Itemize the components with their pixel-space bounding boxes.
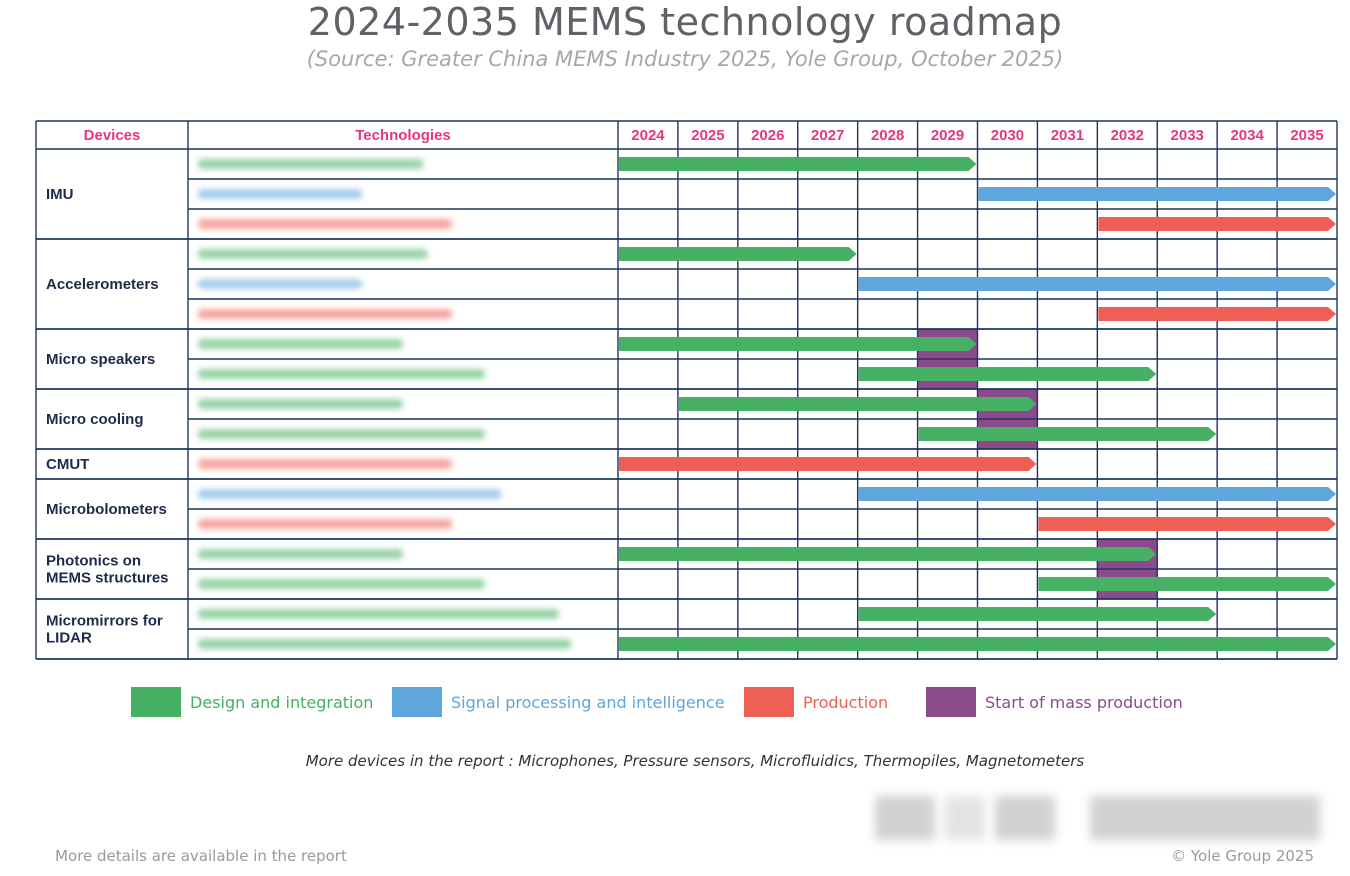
device-label: Micro cooling	[46, 411, 144, 428]
year-header-2033: 2033	[1171, 127, 1204, 144]
legend-swatch-signal	[392, 687, 442, 717]
legend-label-production: Production	[803, 692, 889, 712]
legend-item-signal: Signal processing and intelligence	[392, 686, 725, 718]
year-header-2024: 2024	[631, 127, 665, 144]
device-label: Micro speakers	[46, 351, 155, 368]
technology-text-blurred	[198, 249, 428, 259]
technology-text-blurred	[198, 519, 453, 529]
device-label: Micromirrors for	[46, 613, 163, 630]
legend-item-design: Design and integration	[131, 686, 373, 718]
year-header-2030: 2030	[991, 127, 1024, 144]
year-header-2032: 2032	[1111, 127, 1144, 144]
technology-text-blurred	[198, 579, 485, 589]
technology-text-blurred	[198, 219, 453, 229]
roadmap-bar-design	[678, 397, 1037, 411]
technology-text-blurred	[198, 639, 572, 649]
roadmap-bar-signal	[978, 187, 1336, 201]
roadmap-bar-production	[1038, 517, 1336, 531]
page-subtitle: (Source: Greater China MEMS Industry 202…	[306, 47, 1064, 71]
technology-text-blurred	[198, 159, 424, 169]
technology-text-blurred	[198, 339, 403, 349]
year-header-2025: 2025	[691, 127, 724, 144]
technology-text-blurred	[198, 459, 453, 469]
device-label: IMU	[46, 186, 74, 203]
roadmap-bar-production	[1098, 217, 1336, 231]
technology-text-blurred	[198, 189, 362, 199]
legend-swatch-design	[131, 687, 181, 717]
technology-text-blurred	[198, 429, 485, 439]
roadmap-bar-design	[918, 427, 1217, 441]
device-label: CMUT	[46, 456, 89, 473]
legend: Design and integration Signal processing…	[0, 686, 1350, 718]
device-label: Microbolometers	[46, 501, 167, 518]
report-note: More devices in the report : Microphones…	[305, 752, 1085, 770]
roadmap-chart: Devices Technologies 2024 2025 2026 2027 2028 2…	[35, 120, 1338, 660]
roadmap-bar-design	[858, 367, 1157, 381]
roadmap-bar-design	[619, 547, 1157, 561]
technology-text-blurred	[198, 549, 403, 559]
roadmap-bar-design	[619, 637, 1336, 651]
technology-text-blurred	[198, 489, 502, 499]
roadmap-bar-design	[619, 337, 977, 351]
technology-text-blurred	[198, 399, 403, 409]
legend-item-production: Production	[744, 686, 888, 718]
legend-label-signal: Signal processing and intelligence	[451, 692, 725, 712]
roadmap-bar-design	[619, 247, 857, 261]
page-title: 2024-2035 MEMS technology roadmap	[307, 0, 1063, 44]
legend-item-mass: Start of mass production	[926, 686, 1183, 718]
blurred-watermark	[875, 796, 1325, 840]
year-header-2027: 2027	[811, 127, 844, 144]
year-header-2034: 2034	[1230, 127, 1264, 144]
copyright: © Yole Group 2025	[1171, 847, 1314, 865]
device-label: Photonics on	[46, 553, 141, 570]
roadmap-bar-design	[1038, 577, 1336, 591]
roadmap-bar-production	[1098, 307, 1336, 321]
roadmap-bar-signal	[858, 487, 1336, 501]
device-label: MEMS structures	[46, 570, 169, 587]
technologies-header: Technologies	[355, 127, 451, 144]
legend-label-mass: Start of mass production	[985, 692, 1183, 712]
device-label: LIDAR	[46, 630, 92, 647]
technology-text-blurred	[198, 309, 453, 319]
year-header-2028: 2028	[871, 127, 904, 144]
footer-note: More details are available in the report	[55, 847, 347, 865]
technology-text-blurred	[198, 279, 362, 289]
technology-text-blurred	[198, 369, 485, 379]
roadmap-bar-design	[858, 607, 1217, 621]
year-header-2031: 2031	[1051, 127, 1084, 144]
roadmap-bar-production	[619, 457, 1037, 471]
technology-text-blurred	[198, 609, 559, 619]
year-header-2026: 2026	[751, 127, 784, 144]
device-label: Accelerometers	[46, 276, 159, 293]
year-header-2029: 2029	[931, 127, 964, 144]
legend-swatch-production	[744, 687, 794, 717]
legend-swatch-mass	[926, 687, 976, 717]
year-header-2035: 2035	[1290, 127, 1323, 144]
legend-label-design: Design and integration	[190, 692, 374, 712]
devices-header: Devices	[84, 127, 141, 144]
roadmap-bar-signal	[858, 277, 1336, 291]
roadmap-bar-design	[619, 157, 977, 171]
